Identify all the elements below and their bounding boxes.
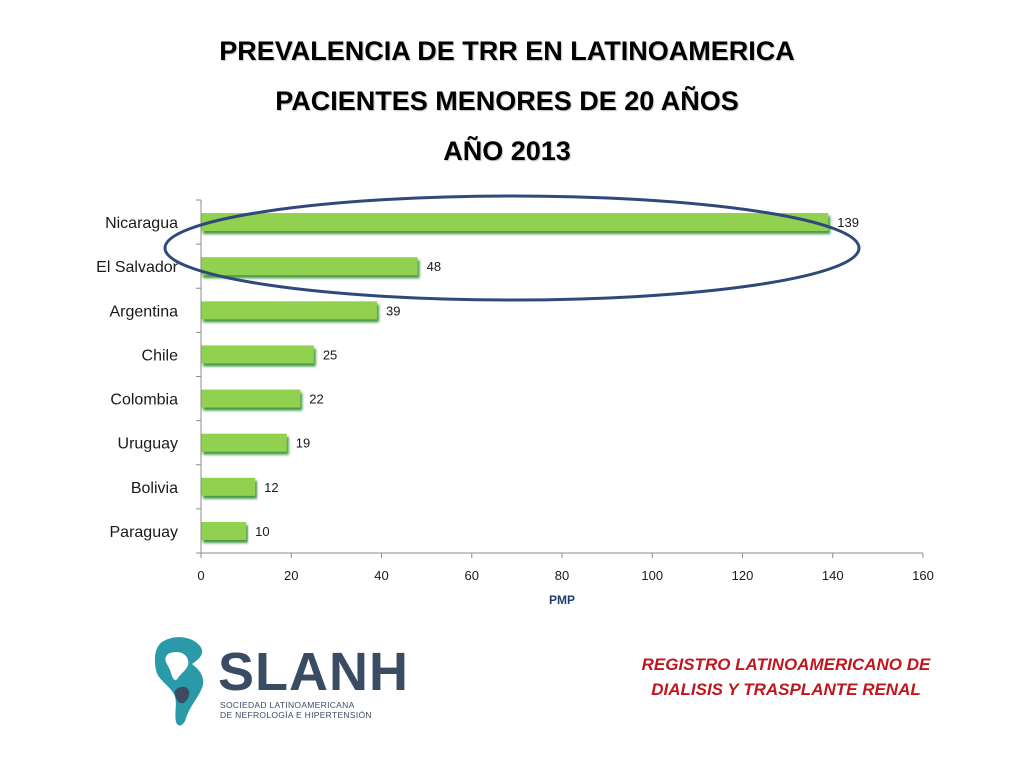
bar-colombia [201, 389, 301, 408]
value-label-nicaragua: 139 [837, 215, 859, 230]
category-label-bolivia: Bolivia [131, 480, 178, 497]
x-tick-label: 0 [197, 568, 204, 583]
value-label-argentina: 39 [386, 303, 400, 318]
category-label-colombia: Colombia [110, 392, 178, 409]
category-label-uruguay: Uruguay [118, 436, 178, 453]
axes-layer [196, 199, 924, 558]
x-tick-label: 100 [641, 568, 663, 583]
bar-paraguay [201, 521, 247, 540]
value-label-uruguay: 19 [296, 436, 310, 451]
value-label-el-salvador: 48 [427, 259, 441, 274]
category-label-el-salvador: El Salvador [96, 259, 178, 276]
registry-line-1: REGISTRO LATINOAMERICANO DE [641, 655, 931, 674]
labels-layer: Nicaragua 139 El Salvador 48 Argentina 39 Chil… [96, 215, 934, 583]
highlight-ellipse [163, 194, 861, 302]
slanh-logo: SLANH SOCIEDAD LATINOAMERICANA DE NEFROL… [148, 634, 408, 730]
title-line-1: PREVALENCIA DE TRR EN LATINOAMERICA [219, 36, 795, 66]
x-tick-label: 60 [465, 568, 479, 583]
title-line-3: AÑO 2013 [443, 136, 571, 166]
category-label-paraguay: Paraguay [110, 524, 179, 541]
value-label-bolivia: 12 [264, 480, 278, 495]
bar-nicaragua [201, 213, 829, 232]
chart-title: PREVALENCIA DE TRR EN LATINOAMERICA PACI… [0, 26, 1014, 176]
x-tick-label: 140 [822, 568, 844, 583]
logo-subtitle: SOCIEDAD LATINOAMERICANA DE NEFROLOGÍA E… [220, 700, 372, 720]
bar-chart: Nicaragua 139 El Salvador 48 Argentina 39 Chil… [96, 194, 934, 607]
bar-el-salvador [201, 257, 418, 276]
category-label-nicaragua: Nicaragua [105, 215, 178, 232]
logo-wordmark: SLANH [218, 642, 409, 702]
category-label-chile: Chile [142, 347, 179, 364]
title-line-2: PACIENTES MENORES DE 20 AÑOS [275, 86, 739, 116]
logo-subtitle-line-1: SOCIEDAD LATINOAMERICANA [220, 700, 355, 710]
registry-caption: REGISTRO LATINOAMERICANO DE DIALISIS Y T… [596, 652, 976, 702]
x-tick-label: 80 [555, 568, 569, 583]
value-label-colombia: 22 [309, 392, 323, 407]
bar-chile [201, 345, 314, 364]
value-label-paraguay: 10 [255, 524, 269, 539]
value-label-chile: 25 [323, 347, 337, 362]
registry-line-2: DIALISIS Y TRASPLANTE RENAL [651, 680, 921, 699]
x-tick-label: 20 [284, 568, 298, 583]
latin-america-map-icon [154, 637, 204, 726]
bar-uruguay [201, 433, 287, 452]
logo-subtitle-line-2: DE NEFROLOGÍA E HIPERTENSIÓN [220, 710, 372, 720]
bar-bolivia [201, 477, 256, 496]
x-tick-label: 160 [912, 568, 934, 583]
category-label-argentina: Argentina [110, 303, 179, 320]
bars-layer [201, 213, 829, 540]
x-axis-title: PMP [549, 593, 575, 607]
x-tick-label: 40 [374, 568, 388, 583]
x-tick-label: 120 [732, 568, 754, 583]
bar-argentina [201, 301, 377, 320]
